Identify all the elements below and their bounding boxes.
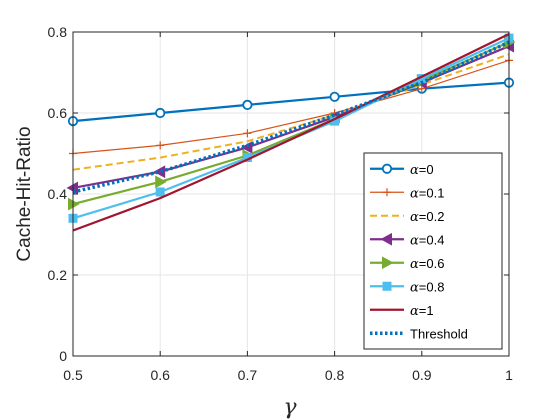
data-point [156, 141, 165, 150]
legend-marker [380, 232, 392, 246]
legend-label: α=1 [410, 303, 434, 319]
legend-label: α=0.8 [410, 279, 444, 295]
series-layer [66, 33, 516, 232]
legend-symbol: α [410, 280, 419, 295]
legend-value: =0.6 [419, 256, 445, 271]
legend-value: =0.1 [419, 185, 445, 200]
series-line [72, 53, 510, 171]
x-tick-label: 0.5 [63, 367, 83, 383]
legend-symbol: α [410, 304, 419, 319]
series-7 [72, 33, 510, 232]
series-8 [72, 40, 510, 194]
legend-marker [381, 163, 393, 174]
legend-entry: α=0 [370, 162, 434, 178]
legend-value: =0.8 [419, 279, 445, 294]
series-line [72, 81, 510, 123]
series-line [72, 41, 510, 206]
x-tick-label: 0.6 [150, 367, 170, 383]
series-1 [67, 77, 515, 127]
data-point [155, 187, 165, 197]
legend-symbol: α [410, 233, 419, 248]
legend-symbol: α [410, 163, 419, 178]
x-tick-label: 1 [505, 367, 513, 383]
legend-label: α=0 [410, 162, 434, 178]
legend-marker [382, 256, 394, 270]
y-tick-label: 0.8 [48, 24, 68, 40]
legend-box [363, 152, 503, 350]
y-tick-label: 0.4 [48, 186, 68, 202]
legend-symbol: α [410, 186, 419, 201]
data-point [329, 91, 340, 102]
axis-ticks [72, 31, 510, 357]
legend-entry: α=0.4 [370, 232, 444, 248]
legend-entry: α=1 [370, 303, 434, 319]
x-tick-label: 0.8 [325, 367, 345, 383]
y-tick-label: 0.2 [48, 267, 68, 283]
x-axis-label: γ [283, 395, 297, 420]
legend-entry: α=0.1 [370, 185, 444, 201]
legend-value: Threshold [410, 326, 468, 341]
legend-value: =0.4 [419, 232, 445, 247]
legend-marker [383, 188, 391, 197]
legend-label: α=0.4 [410, 232, 444, 248]
y-tick-label: 0 [59, 348, 67, 364]
series-line [72, 33, 510, 232]
y-axis-label: Cache-Hit-Ratio [14, 126, 35, 261]
legend-value: =1 [419, 303, 434, 318]
legend-entry: α=0.8 [370, 279, 444, 295]
x-tick-label: 0.9 [412, 367, 432, 383]
legend-entry: Threshold [370, 326, 468, 341]
data-point [155, 107, 166, 119]
legend-symbol: α [410, 257, 419, 272]
legend-entry: α=0.6 [370, 256, 444, 272]
data-point [155, 175, 167, 189]
series-line [72, 40, 510, 194]
legend-marker [382, 281, 392, 291]
legend-label: α=0.1 [410, 185, 444, 201]
data-point [243, 129, 252, 138]
series-line [72, 59, 510, 155]
data-point [153, 165, 166, 179]
tick-labels: 0.5 0.6 0.7 0.8 0.9 1 0 0.2 0.4 0.6 0.8 [48, 24, 514, 383]
legend-symbol: α [410, 210, 419, 225]
legend-value: =0.2 [419, 209, 445, 224]
y-tick-label: 0.6 [48, 105, 68, 121]
x-tick-label: 0.7 [238, 367, 258, 383]
series-3 [72, 53, 510, 171]
legend-label: α=0.6 [410, 256, 444, 272]
legend-label: Threshold [410, 326, 468, 341]
data-point [242, 99, 253, 111]
legend-label: α=0.2 [410, 209, 444, 225]
legend-entry: α=0.2 [370, 209, 444, 225]
legend-value: =0 [419, 162, 434, 177]
